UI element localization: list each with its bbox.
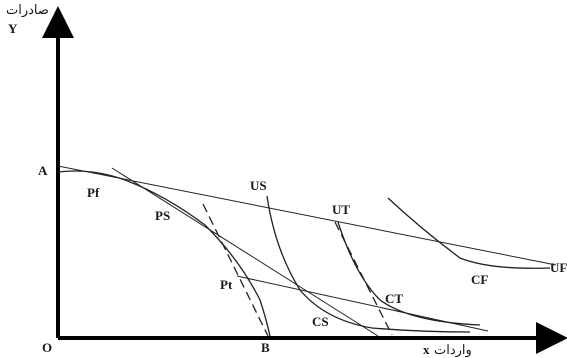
label-b: B [261,340,270,355]
label-cs: CS [312,314,329,329]
label-cf: CF [471,272,488,287]
y-axis-arabic-label: صادرات [6,2,49,18]
label-ct: CT [385,291,403,306]
indifference-curve-ut [337,221,481,326]
x-axis-label: x [423,342,430,357]
label-us: US [250,178,267,193]
label-ps: PS [155,208,170,223]
label-uf: UF [550,260,567,275]
price-line-ps [111,167,379,337]
indifference-curve-us [266,195,471,333]
price-line-free-trade [57,165,557,266]
tangent-dashed-ps [202,203,269,337]
production-frontier [57,170,271,337]
label-ut: UT [332,202,350,217]
label-a: A [38,163,48,178]
origin-label: O [42,340,52,355]
y-axis-label: Y [8,21,18,36]
label-pf: Pf [87,185,100,200]
label-pt: Pt [220,277,233,292]
x-axis-arabic-label: واردات [434,342,472,358]
indifference-curve-uf [387,197,551,269]
